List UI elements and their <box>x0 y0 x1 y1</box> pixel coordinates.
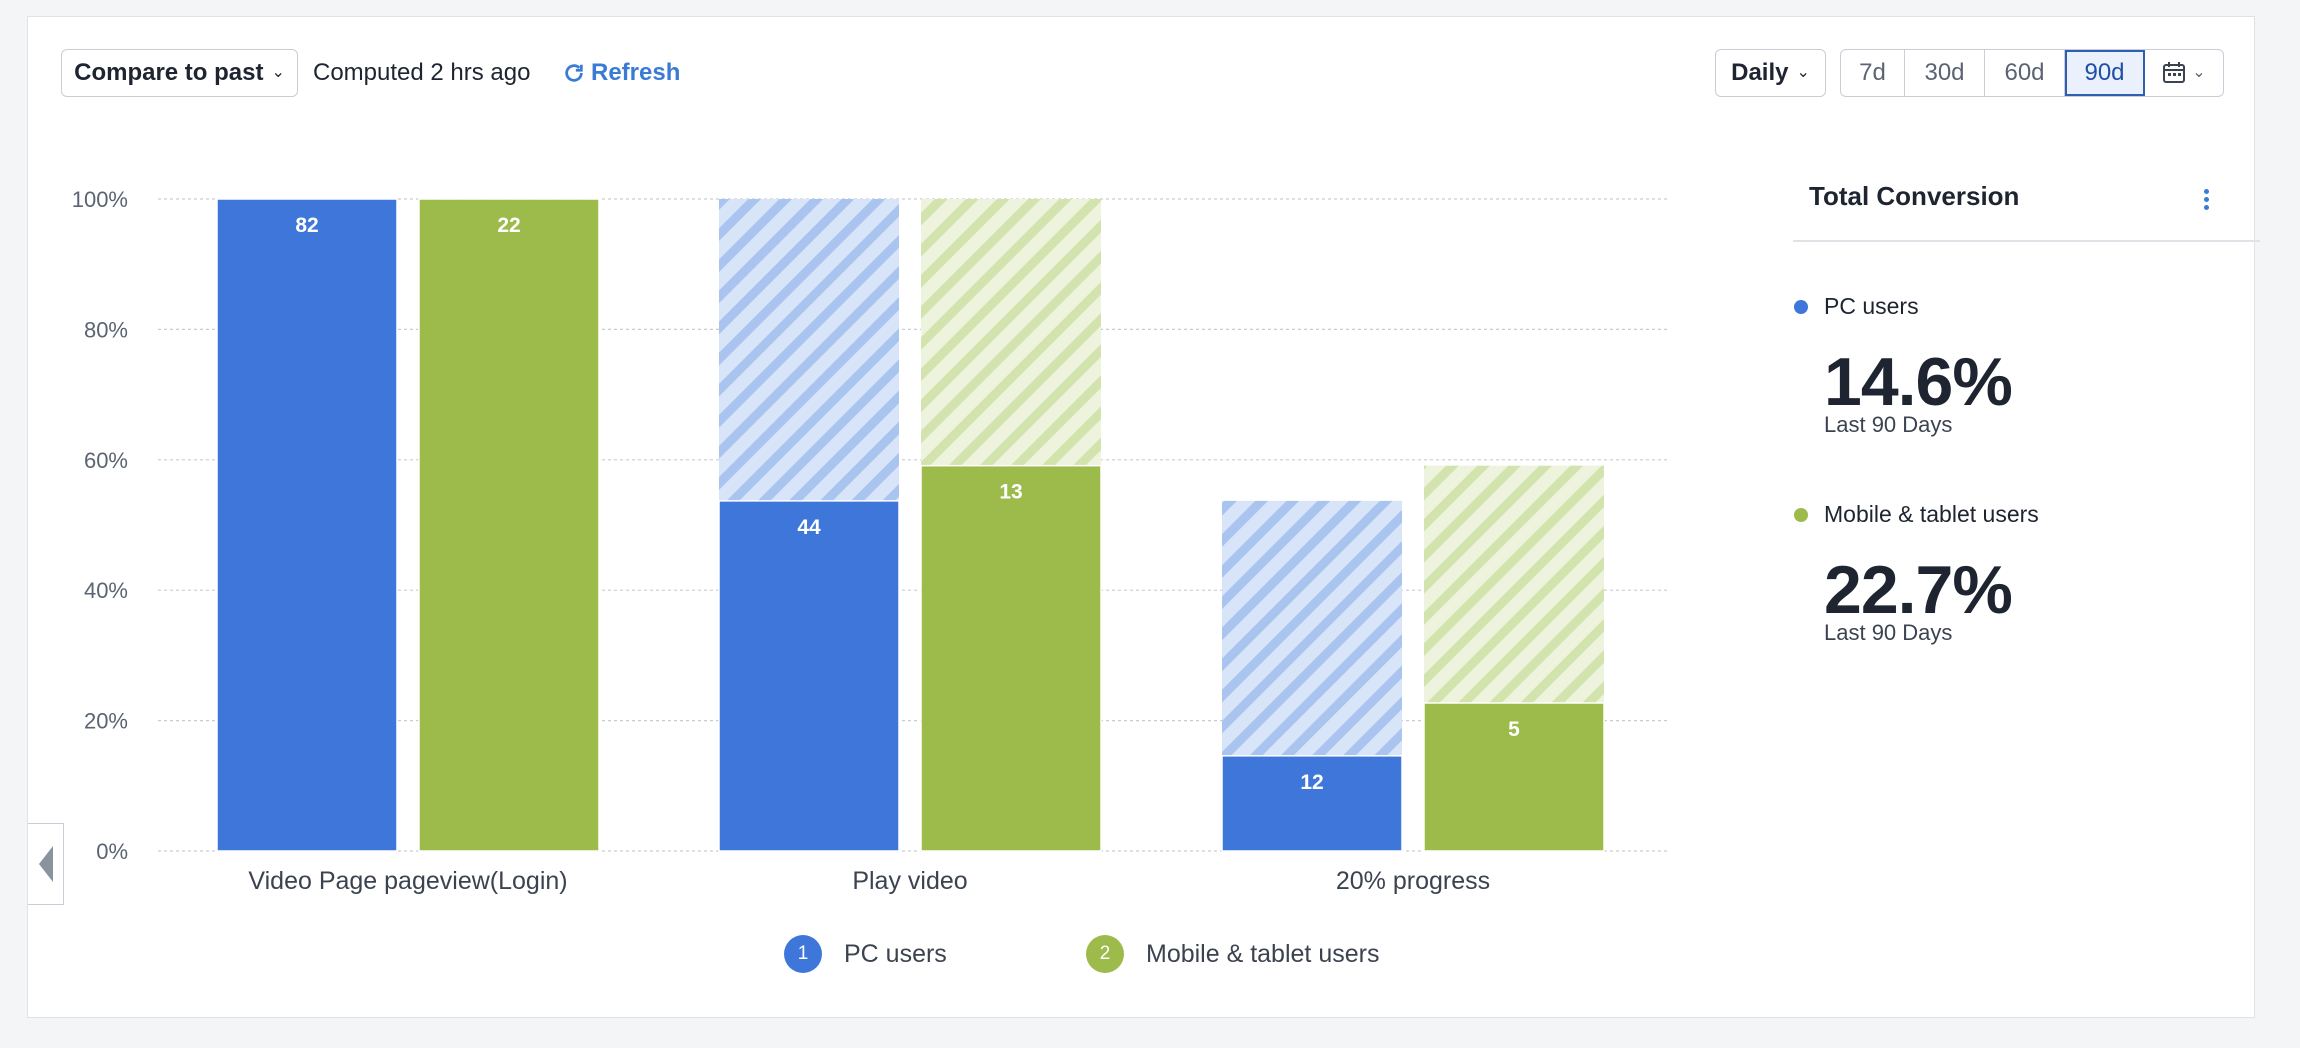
metric-value-mobile: 22.7% <box>1824 552 2013 628</box>
conversion-bar-chart: 0% 20% 40% 60% 80% 100% 82 22 Video Page pagevie… <box>72 187 1668 895</box>
collapse-panel-button[interactable] <box>28 823 64 905</box>
calendar-dropdown[interactable]: ⌄ <box>2145 50 2223 96</box>
dropoff-bar <box>1424 465 1604 703</box>
kebab-menu-icon[interactable] <box>2200 189 2212 215</box>
bar-count-label: 5 <box>1508 718 1520 741</box>
interval-label: Daily <box>1731 59 1789 86</box>
calendar-icon <box>2163 62 2186 83</box>
compare-label: Compare to past <box>74 59 264 86</box>
chevron-down-icon: ⌄ <box>1796 64 1810 81</box>
legend-number-badge: 1 <box>784 935 822 973</box>
x-category-label: 20% progress <box>1336 867 1490 895</box>
compare-to-past-dropdown[interactable]: Compare to past ⌄ <box>61 49 298 97</box>
chart-bars <box>216 198 1605 852</box>
y-tick-label: 40% <box>84 578 128 603</box>
metric-period-pc: Last 90 Days <box>1824 412 1953 437</box>
computed-status: Computed 2 hrs ago <box>313 59 531 86</box>
legend-item-pc-users[interactable]: 1 PC users <box>784 935 947 973</box>
metric-name-mobile: Mobile & tablet users <box>1824 501 2039 527</box>
panel-divider <box>1793 240 2260 242</box>
bar-count-label: 22 <box>497 214 520 237</box>
bar <box>418 198 600 852</box>
bar <box>1221 755 1403 852</box>
y-tick-label: 20% <box>84 709 128 734</box>
refresh-icon <box>565 64 583 82</box>
series-color-dot <box>1794 508 1808 522</box>
refresh-label: Refresh <box>591 59 681 86</box>
bar <box>216 198 398 852</box>
x-category-label: Video Page pageview(Login) <box>248 867 567 895</box>
range-90d[interactable]: 90d <box>2065 50 2145 96</box>
interval-dropdown[interactable]: Daily ⌄ <box>1715 49 1826 97</box>
series-color-dot <box>1794 300 1808 314</box>
legend-number-badge: 2 <box>1086 935 1124 973</box>
bar <box>718 500 900 852</box>
bar <box>1423 702 1605 852</box>
collapse-left-icon <box>38 846 53 882</box>
panel-title: Total Conversion <box>1809 181 2020 211</box>
bar-count-label: 82 <box>295 214 318 237</box>
dropoff-bar <box>1222 500 1402 756</box>
refresh-button[interactable]: Refresh <box>563 59 680 87</box>
dropoff-bar <box>921 199 1101 466</box>
y-tick-label: 0% <box>96 839 128 864</box>
metric-value-pc: 14.6% <box>1824 344 2013 420</box>
range-60d[interactable]: 60d <box>1985 50 2065 96</box>
metric-period-mobile: Last 90 Days <box>1824 620 1953 645</box>
y-tick-label: 100% <box>72 187 128 212</box>
bar-count-label: 44 <box>797 516 821 539</box>
legend-label: PC users <box>844 939 947 968</box>
legend-item-mobile-users[interactable]: 2 Mobile & tablet users <box>1086 935 1379 973</box>
y-tick-label: 80% <box>84 317 128 342</box>
range-7d[interactable]: 7d <box>1841 50 1905 96</box>
legend-label: Mobile & tablet users <box>1146 939 1380 968</box>
chevron-down-icon: ⌄ <box>271 64 285 81</box>
chevron-down-icon: ⌄ <box>2192 64 2206 81</box>
funnel-chart-card: Compare to past ⌄ Computed 2 hrs ago Ref… <box>27 16 2260 1018</box>
date-range-selector: 7d 30d 60d 90d ⌄ <box>1840 49 2224 97</box>
bar <box>920 464 1102 852</box>
y-tick-label: 60% <box>84 448 128 473</box>
x-category-label: Play video <box>852 867 967 895</box>
dropoff-bar <box>719 199 899 501</box>
chart-labels: 0% 20% 40% 60% 80% 100% 82 22 Video Page pagevie… <box>72 187 1520 895</box>
bar-count-label: 12 <box>1300 771 1323 794</box>
bar-count-label: 13 <box>999 481 1022 504</box>
metric-name-pc: PC users <box>1824 293 1919 319</box>
range-30d[interactable]: 30d <box>1905 50 1985 96</box>
